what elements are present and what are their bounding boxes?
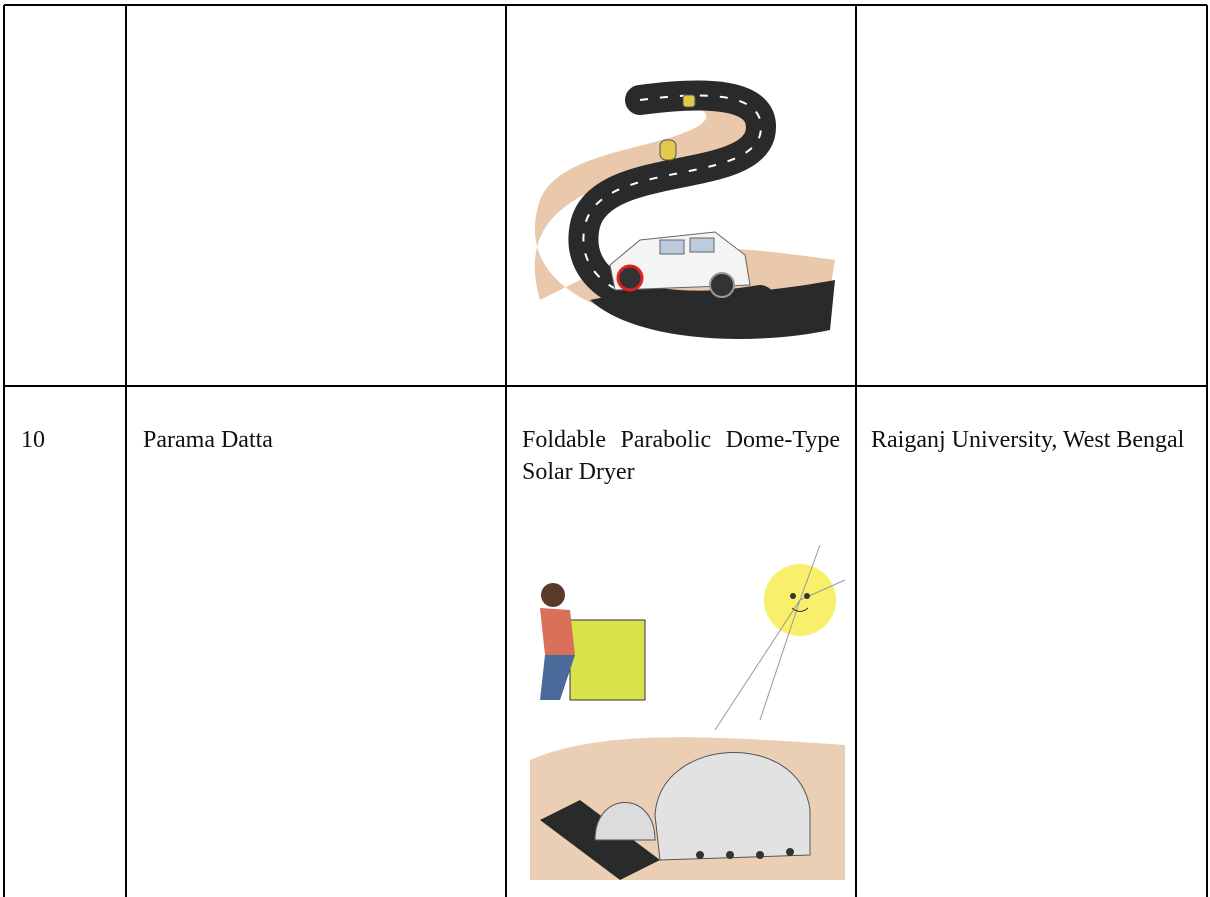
road-illustration bbox=[534, 80, 835, 339]
solar-dryer-illustration bbox=[530, 544, 846, 880]
innovation-title: Foldable Parabolic Dome-Type Solar Dryer bbox=[522, 427, 840, 485]
table-borders bbox=[3, 4, 1208, 897]
innovator-name: Parama Datta bbox=[143, 427, 273, 453]
row-number: 10 bbox=[21, 427, 45, 453]
institution: Raiganj University, West Bengal bbox=[871, 427, 1185, 453]
